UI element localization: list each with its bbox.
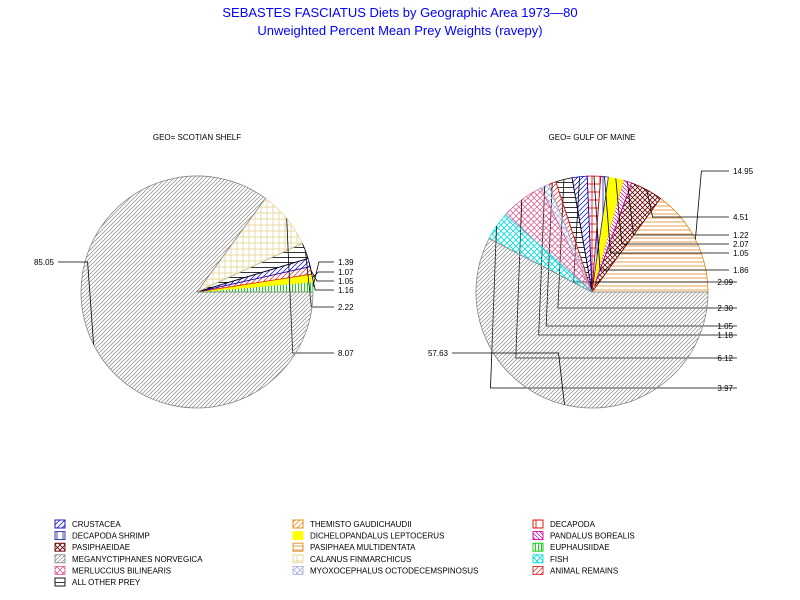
legend-swatch <box>292 542 304 552</box>
legend-label: ANIMAL REMAINS <box>550 566 618 575</box>
slice-label-pasiphaea-multidentata: 14.95 <box>733 167 754 176</box>
legend-label: MYOXOCEPHALUS OCTODECEMSPINOSUS <box>310 566 478 575</box>
slice-label-euphausiidae: 1.39 <box>338 258 354 267</box>
legend-label: CRUSTACEA <box>72 520 121 529</box>
pie-slice-meganyctiphanes-norvegica <box>80 175 314 409</box>
slice-label-meganyctiphanes-norvegica: 57.63 <box>428 349 449 358</box>
chart-subtitle: Unweighted Percent Mean Prey Weights (ra… <box>257 23 542 38</box>
legend-swatch <box>292 531 304 541</box>
legend-label: DICHELOPANDALUS LEPTOCERUS <box>310 532 444 541</box>
legend-swatch <box>292 565 304 575</box>
legend-item-animal-remains: ANIMAL REMAINS <box>532 565 618 575</box>
leader-line <box>312 261 334 287</box>
legend-label: PASIPHAEIDAE <box>72 543 130 552</box>
legend-item-calanus-finmarchicus: CALANUS FINMARCHICUS <box>292 554 411 564</box>
slice-label-decapoda: 1.86 <box>733 266 749 275</box>
pie-gulf-of-maine: 14.954.511.222.071.051.862.092.301.051.1… <box>428 167 754 409</box>
slice-label-crustacea: 2.09 <box>717 278 733 287</box>
leader-line <box>310 270 334 282</box>
legend-item-pandalus-borealis: PANDALUS BOREALIS <box>532 531 635 541</box>
legend-label: DECAPODA <box>550 520 596 529</box>
legend-item-decapoda: DECAPODA <box>532 519 596 529</box>
legend-item-crustacea: CRUSTACEA <box>54 519 121 529</box>
chart-title: SEBASTES FASCIATUS Diets by Geographic A… <box>222 5 577 20</box>
slice-label-animal-remains: 1.05 <box>338 277 354 286</box>
leader-line <box>452 352 565 405</box>
legend-label: PANDALUS BOREALIS <box>550 532 635 541</box>
leader-line <box>58 261 94 345</box>
slice-label-pasiphaeidae: 4.51 <box>733 213 749 222</box>
leader-line <box>695 170 729 240</box>
legend-swatch <box>54 531 66 541</box>
legend-swatch <box>54 577 66 587</box>
legend-item-pasiphaeidae: PASIPHAEIDAE <box>54 542 130 552</box>
slice-label-myoxocephalus-octodecemspinosus: 1.18 <box>717 331 733 340</box>
legend-swatch <box>532 554 544 564</box>
pie-title-scotian-shelf: GEO= SCOTIAN SHELF <box>153 133 241 142</box>
legend-item-all-other-prey: ALL OTHER PREY <box>54 577 141 587</box>
slice-label-calanus-finmarchicus: 8.07 <box>338 349 354 358</box>
slice-label-meganyctiphanes-norvegica: 85.05 <box>34 258 55 267</box>
legend-swatch <box>532 565 544 575</box>
legend-swatch <box>54 565 66 575</box>
legend-swatch <box>292 554 304 564</box>
leader-line <box>615 178 729 245</box>
slice-label-dichelopandalus-leptocerus: 2.07 <box>733 240 749 249</box>
legend-swatch <box>54 554 66 564</box>
legend-label: CALANUS FINMARCHICUS <box>310 555 411 564</box>
slice-label-merluccius-bilinearis: 6.12 <box>717 354 733 363</box>
leader-line <box>308 262 334 291</box>
leader-line <box>646 189 729 218</box>
legend-swatch <box>532 519 544 529</box>
slice-label-pandalus-borealis: 1.22 <box>733 231 749 240</box>
legend-label: FISH <box>550 555 568 564</box>
legend-swatch <box>54 542 66 552</box>
legend: CRUSTACEA THEMISTO GAUDICHAUDII DECAPODA DE… <box>54 519 635 587</box>
legend-label: PASIPHAEA MULTIDENTATA <box>310 543 416 552</box>
legend-item-fish: FISH <box>532 554 568 564</box>
slice-label-decapoda-shrimp: 1.05 <box>733 249 749 258</box>
legend-label: ALL OTHER PREY <box>72 578 141 587</box>
slice-label-dichelopandalus-leptocerus: 1.07 <box>338 268 354 277</box>
legend-item-meganyctiphanes-norvegica: MEGANYCTIPHANES NORVEGICA <box>54 554 203 564</box>
slice-label-crustacea: 1.16 <box>338 286 354 295</box>
legend-swatch <box>54 519 66 529</box>
legend-item-themisto-gaudichaudii: THEMISTO GAUDICHAUDII <box>292 519 412 529</box>
leader-line <box>593 175 729 271</box>
legend-item-merluccius-bilinearis: MERLUCCIUS BILINEARIS <box>54 565 171 575</box>
legend-item-pasiphaea-multidentata: PASIPHAEA MULTIDENTATA <box>292 542 416 552</box>
legend-label: MERLUCCIUS BILINEARIS <box>72 566 171 575</box>
legend-label: THEMISTO GAUDICHAUDII <box>310 520 412 529</box>
pie-slice-pasiphaea-multidentata <box>591 197 709 293</box>
legend-swatch <box>532 531 544 541</box>
legend-swatch <box>292 519 304 529</box>
leader-line <box>627 181 729 236</box>
pie-title-gulf-of-maine: GEO= GULF OF MAINE <box>549 133 636 142</box>
legend-item-dichelopandalus-leptocerus: DICHELOPANDALUS LEPTOCERUS <box>292 531 444 541</box>
legend-label: EUPHAUSIIDAE <box>550 543 610 552</box>
slice-label-all-other-prey: 2.30 <box>717 304 733 313</box>
legend-item-myoxocephalus-octodecemspinosus: MYOXOCEPHALUS OCTODECEMSPINOSUS <box>292 565 478 575</box>
slice-label-all-other-prey: 2.22 <box>338 303 354 312</box>
legend-label: MEGANYCTIPHANES NORVEGICA <box>72 555 203 564</box>
legend-label: DECAPODA SHRIMP <box>72 532 150 541</box>
slice-label-animal-remains: 1.05 <box>717 322 733 331</box>
slice-label-fish: 3.97 <box>717 384 733 393</box>
legend-swatch <box>532 542 544 552</box>
leader-line <box>604 176 729 254</box>
legend-item-decapoda-shrimp: DECAPODA SHRIMP <box>54 531 150 541</box>
pie-scotian-shelf: 1.391.071.051.16 2.22 8.07 85.05 <box>34 175 354 409</box>
legend-item-euphausiidae: EUPHAUSIIDAE <box>532 542 610 552</box>
